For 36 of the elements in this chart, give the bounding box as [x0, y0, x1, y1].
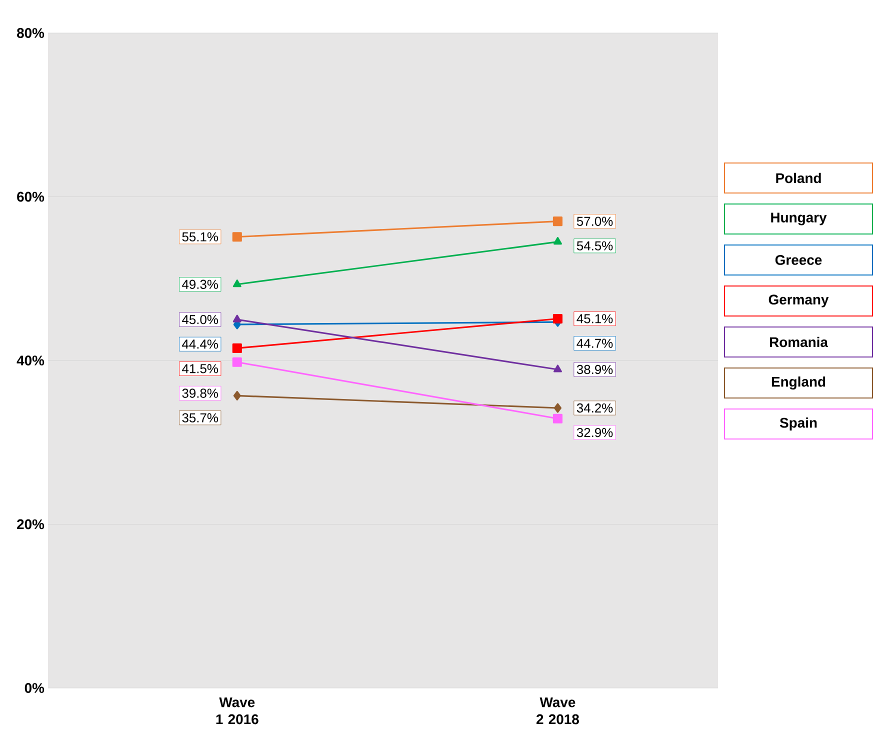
data-label: 45.0% — [182, 314, 218, 324]
point — [554, 403, 562, 413]
point — [232, 357, 242, 367]
y-tick-label: 0% — [24, 683, 44, 693]
data-label: 55.1% — [182, 232, 218, 242]
point — [232, 343, 242, 354]
data-label: 54.5% — [576, 241, 613, 250]
data-label: 49.3% — [182, 280, 218, 289]
data-label: 38.9% — [576, 364, 613, 374]
data-label: 57.0% — [576, 216, 613, 226]
x-tick-label: Wave 1 2016 — [216, 698, 258, 724]
point — [232, 232, 242, 242]
text: Greece — [775, 255, 822, 265]
text: Romania — [770, 336, 828, 348]
data-label: 44.4% — [182, 340, 218, 349]
text: England — [772, 376, 826, 390]
data-label: 32.9% — [576, 428, 613, 438]
y-tick-label: 80% — [17, 28, 44, 38]
text: Spain — [780, 417, 817, 430]
text: Germany — [768, 294, 829, 308]
y-tick-label: 40% — [16, 356, 44, 366]
y-tick-label: 60% — [17, 192, 44, 202]
data-label: 45.1% — [576, 314, 613, 324]
data-label: 35.7% — [182, 413, 218, 422]
point — [552, 414, 563, 424]
data-label: 41.5% — [182, 364, 218, 374]
text: Hungary — [771, 212, 827, 226]
point — [233, 390, 241, 400]
data-label: 39.8% — [182, 388, 218, 398]
text: Poland — [776, 172, 821, 184]
y-tick-label: 20% — [17, 519, 44, 530]
point — [552, 216, 563, 226]
point — [552, 314, 563, 324]
data-label: 44.7% — [576, 338, 613, 348]
x-tick-label: Wave 2 2018 — [536, 698, 579, 724]
data-label: 34.2% — [576, 403, 613, 413]
